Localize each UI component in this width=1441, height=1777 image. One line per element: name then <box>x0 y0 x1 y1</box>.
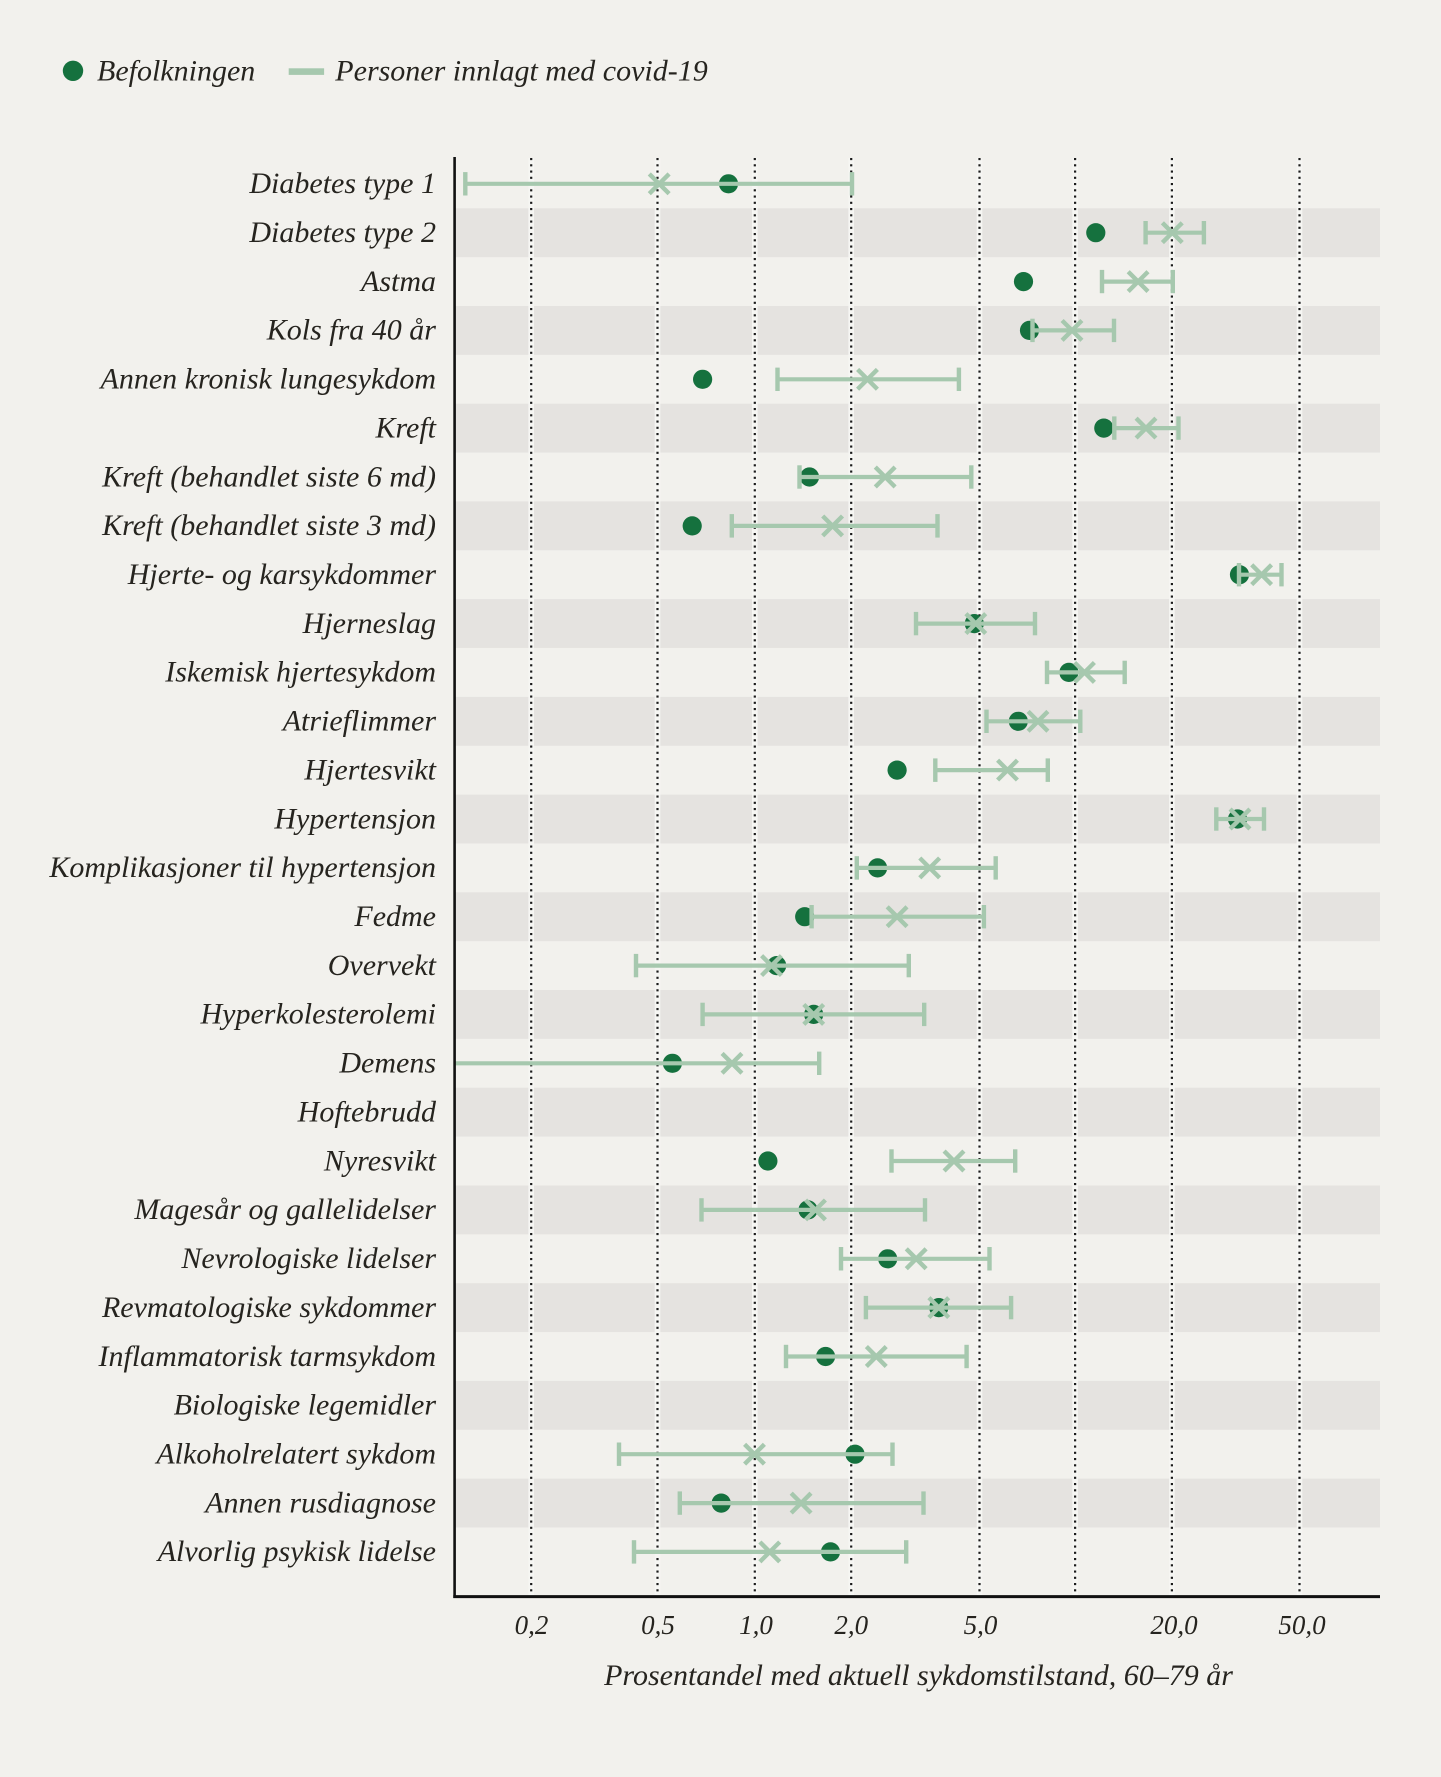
svg-text:Kreft: Kreft <box>374 411 436 444</box>
svg-text:5,0: 5,0 <box>964 1610 998 1640</box>
svg-text:Kreft (behandlet siste 3 md): Kreft (behandlet siste 3 md) <box>101 509 436 542</box>
svg-text:Biologiske legemidler: Biologiske legemidler <box>174 1389 437 1422</box>
svg-text:Befolkningen: Befolkningen <box>97 55 255 88</box>
svg-text:Diabetes type 2: Diabetes type 2 <box>248 216 436 249</box>
svg-text:2,0: 2,0 <box>834 1610 868 1640</box>
svg-text:Revmatologiske sykdommer: Revmatologiske sykdommer <box>101 1291 436 1324</box>
svg-text:1,0: 1,0 <box>739 1610 773 1640</box>
svg-text:Inflammatorisk tarmsykdom: Inflammatorisk tarmsykdom <box>98 1340 436 1373</box>
svg-text:Prosentandel med aktuell sykdo: Prosentandel med aktuell sykdomstilstand… <box>603 1659 1233 1692</box>
svg-text:Alvorlig psykisk lidelse: Alvorlig psykisk lidelse <box>156 1535 436 1568</box>
svg-text:Personer innlagt med covid-19: Personer innlagt med covid-19 <box>334 55 707 88</box>
svg-text:Magesår og gallelidelser: Magesår og gallelidelser <box>133 1193 436 1226</box>
svg-text:Diabetes type 1: Diabetes type 1 <box>248 167 436 200</box>
svg-text:Annen rusdiagnose: Annen rusdiagnose <box>203 1486 436 1519</box>
svg-text:Hjerneslag: Hjerneslag <box>302 607 436 640</box>
svg-text:Alkoholrelatert sykdom: Alkoholrelatert sykdom <box>154 1438 436 1471</box>
svg-text:Atrieflimmer: Atrieflimmer <box>281 705 437 738</box>
svg-text:Hjerte- og karsykdommer: Hjerte- og karsykdommer <box>127 558 437 591</box>
svg-text:50,0: 50,0 <box>1278 1610 1326 1640</box>
svg-text:Iskemisk hjertesykdom: Iskemisk hjertesykdom <box>164 656 436 689</box>
svg-text:Hypertensjon: Hypertensjon <box>273 802 436 835</box>
svg-text:Hyperkolesterolemi: Hyperkolesterolemi <box>200 998 436 1031</box>
svg-text:Hjertesvikt: Hjertesvikt <box>303 753 436 786</box>
svg-text:Nevrologiske lidelser: Nevrologiske lidelser <box>180 1242 436 1275</box>
svg-text:Hoftebrudd: Hoftebrudd <box>297 1096 437 1129</box>
svg-text:Kols fra 40 år: Kols fra 40 år <box>266 314 437 347</box>
svg-text:0,2: 0,2 <box>515 1610 549 1640</box>
svg-text:0,5: 0,5 <box>641 1610 675 1640</box>
svg-text:Astma: Astma <box>359 265 436 298</box>
svg-text:20,0: 20,0 <box>1150 1610 1198 1640</box>
svg-text:Fedme: Fedme <box>353 900 436 933</box>
svg-text:Kreft (behandlet siste 6 md): Kreft (behandlet siste 6 md) <box>101 460 436 493</box>
svg-text:Demens: Demens <box>338 1047 436 1080</box>
svg-text:Annen kronisk lungesykdom: Annen kronisk lungesykdom <box>99 363 436 396</box>
svg-text:Overvekt: Overvekt <box>328 949 437 982</box>
svg-text:Komplikasjoner til hypertensjo: Komplikasjoner til hypertensjon <box>48 851 436 884</box>
svg-text:Nyresvikt: Nyresvikt <box>323 1144 437 1177</box>
